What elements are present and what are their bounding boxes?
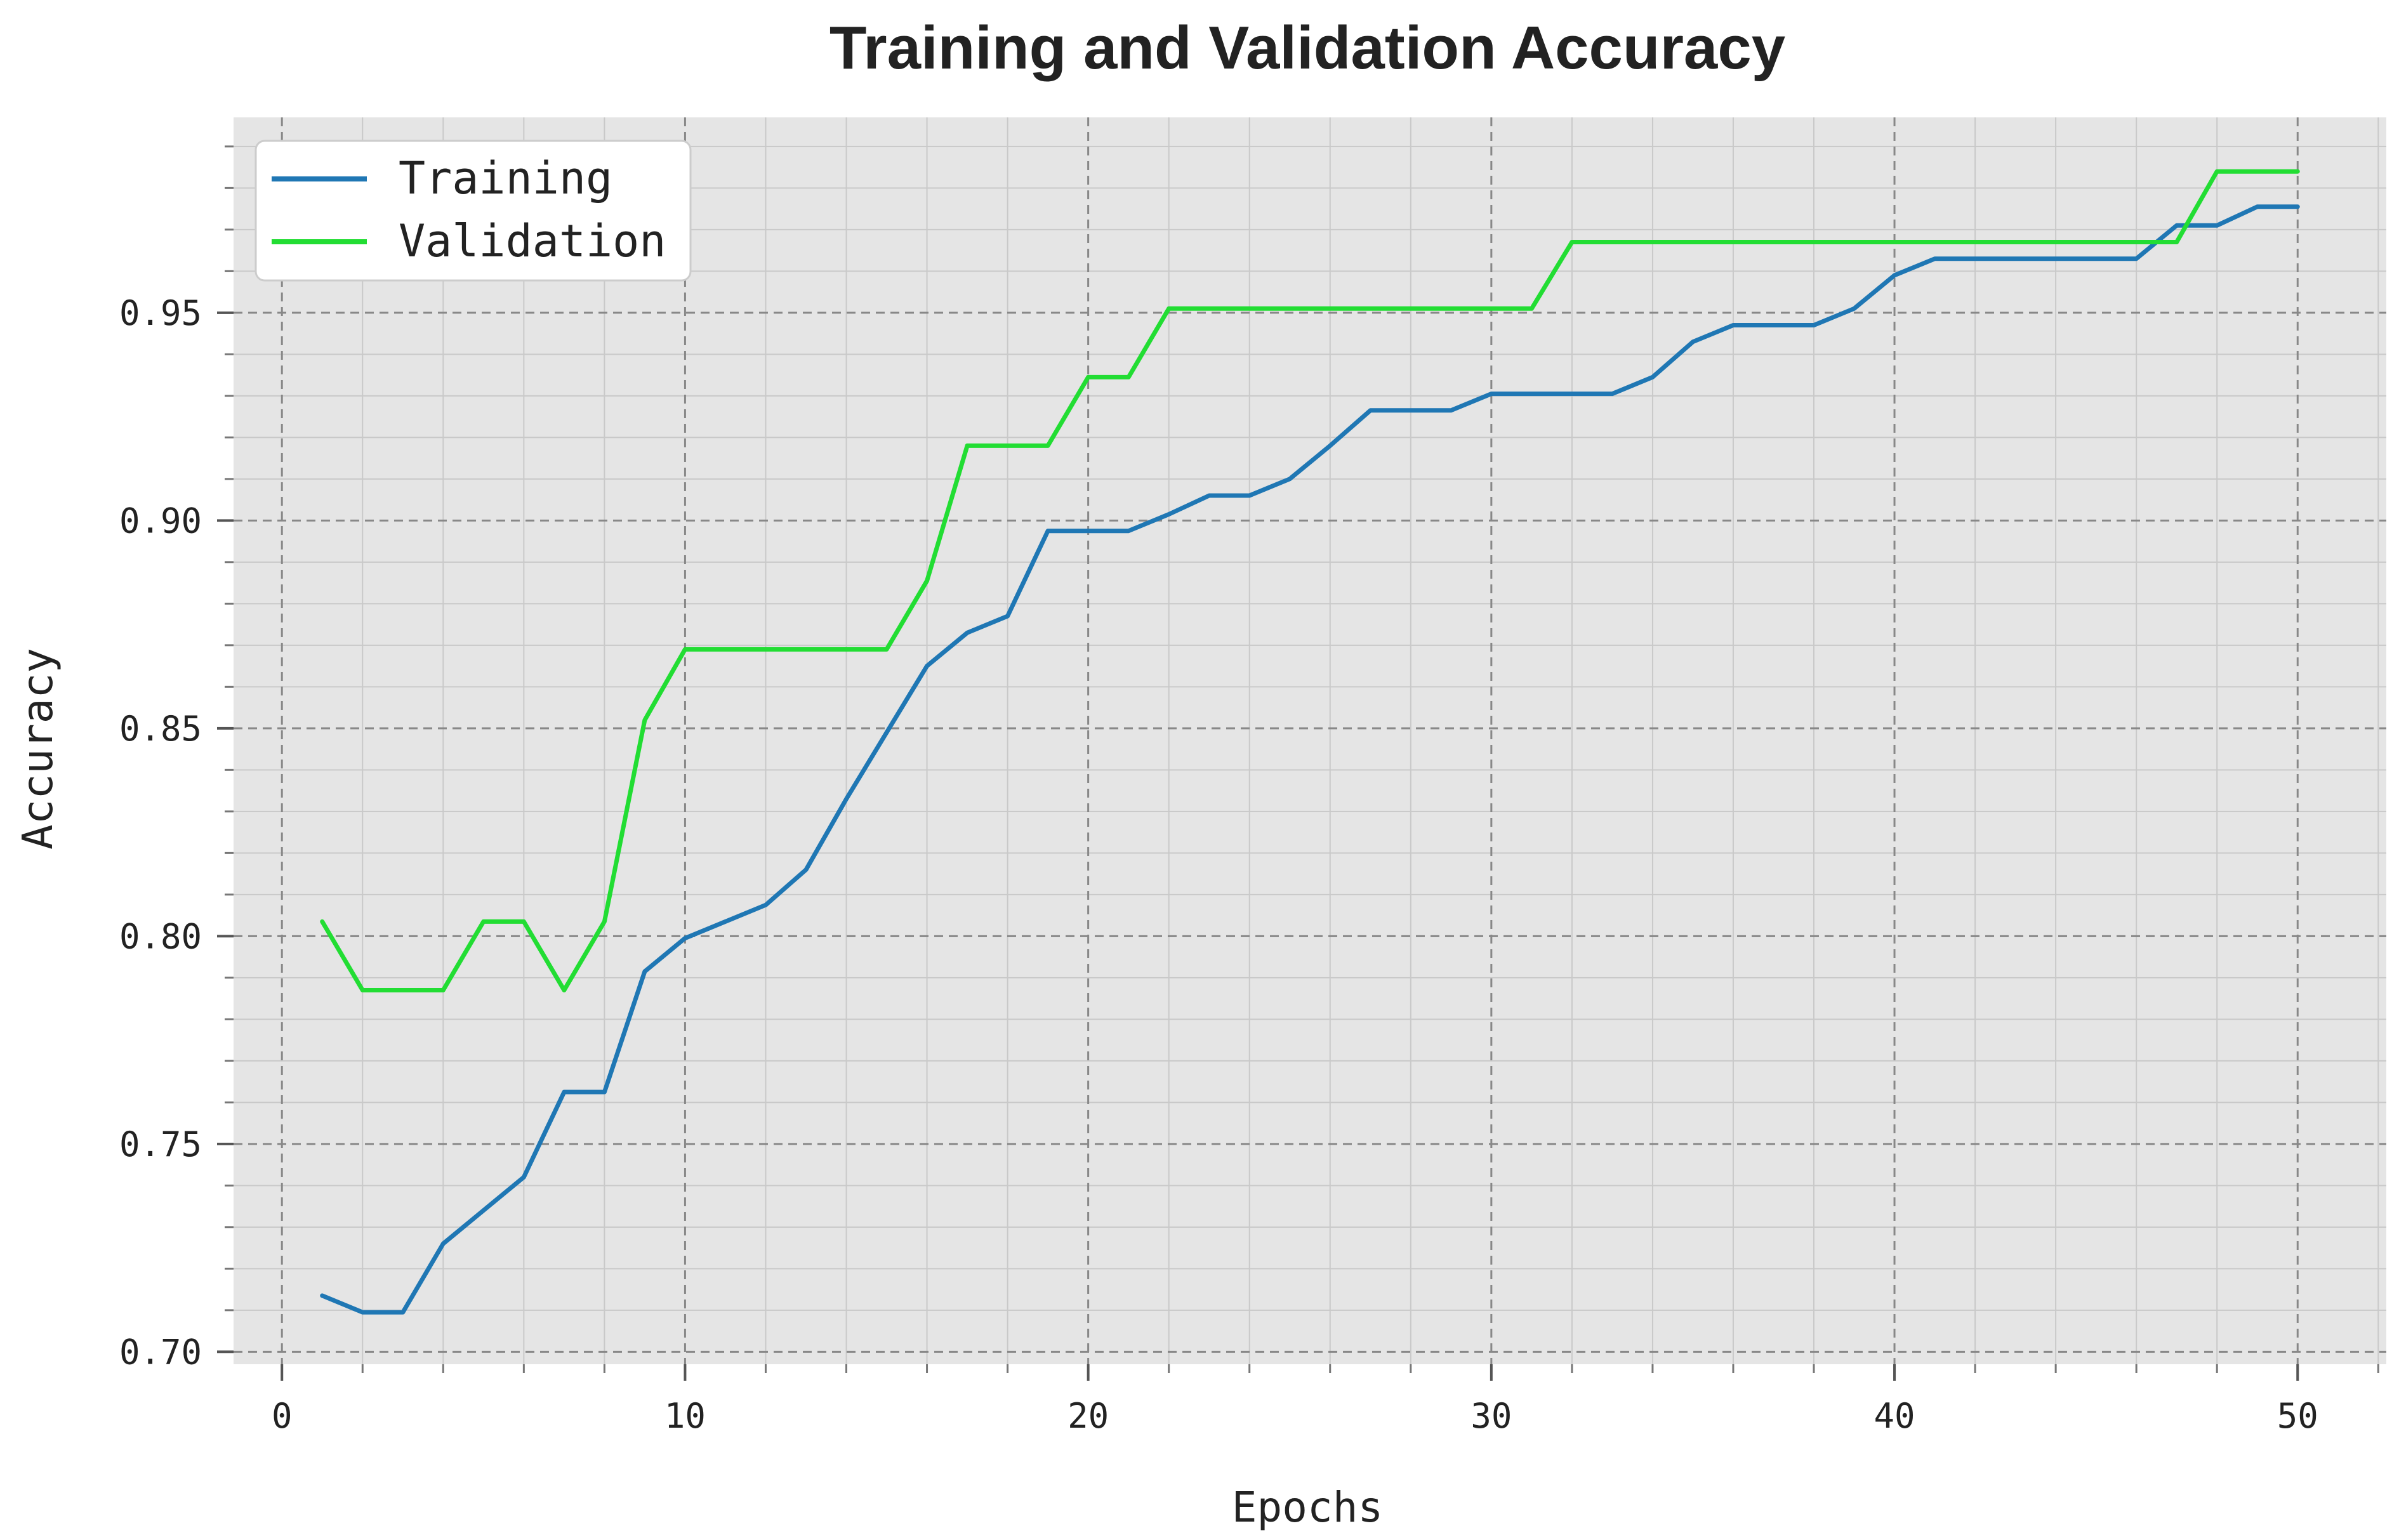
- legend-box: [254, 140, 692, 282]
- y-tick-label: 0.80: [119, 916, 202, 956]
- series-lines: [320, 169, 2300, 1315]
- minor-grid: [234, 117, 2386, 1364]
- chart-title: Training and Validation Accuracy: [829, 14, 1785, 82]
- y-tick-label: 0.95: [119, 293, 202, 333]
- y-axis-label: Accuracy: [13, 648, 62, 850]
- plot-background: [234, 117, 2386, 1364]
- x-tick-label: 10: [664, 1396, 706, 1436]
- legend-label-validation: Validation: [399, 215, 666, 267]
- legend: Training Validation: [254, 140, 692, 282]
- major-grid: [234, 117, 2386, 1364]
- x-tick-label: 30: [1470, 1396, 1512, 1436]
- y-tick-label: 0.90: [119, 501, 202, 541]
- axis-ticks: 0 10 20 30 40 50 0.70 0.75 0.80 0.85 0.90 0.95: [119, 145, 2379, 1436]
- x-axis-label: Epochs: [1232, 1483, 1383, 1532]
- series-line-validation: [320, 169, 2300, 992]
- y-tick-label: 0.70: [119, 1332, 202, 1372]
- x-tick-label: 20: [1067, 1396, 1109, 1436]
- x-tick-label: 0: [272, 1396, 293, 1436]
- y-tick-label: 0.75: [119, 1124, 202, 1164]
- series-line-training: [320, 204, 2300, 1315]
- x-tick-label: 40: [1874, 1396, 1915, 1436]
- x-tick-label: 50: [2277, 1396, 2318, 1436]
- legend-label-training: Training: [399, 152, 612, 204]
- y-tick-label: 0.85: [119, 709, 202, 749]
